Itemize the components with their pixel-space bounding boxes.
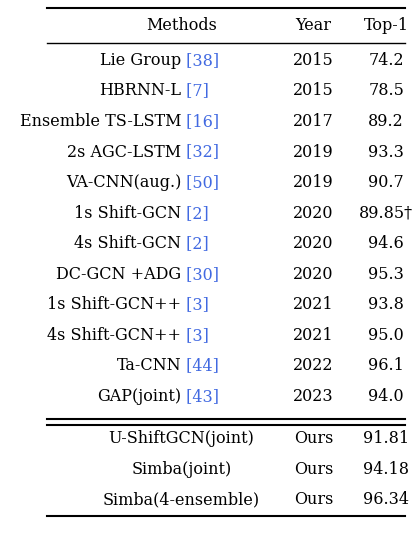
Text: Simba(4-ensemble): Simba(4-ensemble) bbox=[103, 491, 260, 508]
Text: 74.2: 74.2 bbox=[368, 52, 404, 69]
Text: Ours: Ours bbox=[294, 491, 333, 508]
Text: 96.34: 96.34 bbox=[363, 491, 409, 508]
Text: 94.0: 94.0 bbox=[368, 388, 404, 405]
Text: 96.1: 96.1 bbox=[368, 357, 404, 374]
Text: [2]: [2] bbox=[181, 235, 209, 252]
Text: Top-1: Top-1 bbox=[364, 17, 409, 34]
Text: [2]: [2] bbox=[181, 205, 209, 222]
Text: 1s Shift-GCN++: 1s Shift-GCN++ bbox=[47, 296, 181, 313]
Text: 89.2: 89.2 bbox=[368, 113, 404, 130]
Text: 4s Shift-GCN: 4s Shift-GCN bbox=[74, 235, 181, 252]
Text: 95.3: 95.3 bbox=[368, 266, 404, 282]
Text: 89.85†: 89.85† bbox=[359, 205, 413, 222]
Text: 2019: 2019 bbox=[293, 144, 334, 161]
Text: Year: Year bbox=[296, 17, 331, 34]
Text: GAP(joint): GAP(joint) bbox=[97, 388, 181, 405]
Text: 2017: 2017 bbox=[293, 113, 334, 130]
Text: 2s AGC-LSTM: 2s AGC-LSTM bbox=[67, 144, 181, 161]
Text: [30]: [30] bbox=[181, 266, 219, 282]
Text: 94.18: 94.18 bbox=[363, 461, 409, 477]
Text: U-ShiftGCN(joint): U-ShiftGCN(joint) bbox=[108, 430, 254, 447]
Text: 4s Shift-GCN++: 4s Shift-GCN++ bbox=[47, 327, 181, 344]
Text: DC-GCN +ADG: DC-GCN +ADG bbox=[56, 266, 181, 282]
Text: 1s Shift-GCN: 1s Shift-GCN bbox=[74, 205, 181, 222]
Text: Simba(joint): Simba(joint) bbox=[131, 461, 232, 477]
Text: 2020: 2020 bbox=[293, 235, 334, 252]
Text: [32]: [32] bbox=[181, 144, 219, 161]
Text: 2023: 2023 bbox=[293, 388, 334, 405]
Text: [38]: [38] bbox=[181, 52, 219, 69]
Text: 94.6: 94.6 bbox=[368, 235, 404, 252]
Text: [16]: [16] bbox=[181, 113, 219, 130]
Text: [44]: [44] bbox=[181, 357, 219, 374]
Text: 2020: 2020 bbox=[293, 205, 334, 222]
Text: Lie Group: Lie Group bbox=[100, 52, 181, 69]
Text: 93.8: 93.8 bbox=[368, 296, 404, 313]
Text: 2019: 2019 bbox=[293, 174, 334, 191]
Text: Ta-CNN: Ta-CNN bbox=[117, 357, 181, 374]
Text: 2021: 2021 bbox=[293, 327, 334, 344]
Text: Ensemble TS-LSTM: Ensemble TS-LSTM bbox=[20, 113, 181, 130]
Text: 2015: 2015 bbox=[293, 82, 334, 99]
Text: 2015: 2015 bbox=[293, 52, 334, 69]
Text: 90.7: 90.7 bbox=[368, 174, 404, 191]
Text: [3]: [3] bbox=[181, 296, 209, 313]
Text: 78.5: 78.5 bbox=[368, 82, 404, 99]
Text: 2022: 2022 bbox=[293, 357, 334, 374]
Text: 2020: 2020 bbox=[293, 266, 334, 282]
Text: [50]: [50] bbox=[181, 174, 219, 191]
Text: HBRNN-L: HBRNN-L bbox=[99, 82, 181, 99]
Text: 91.81: 91.81 bbox=[363, 430, 409, 447]
Text: Ours: Ours bbox=[294, 430, 333, 447]
Text: VA-CNN(aug.): VA-CNN(aug.) bbox=[66, 174, 181, 191]
Text: 2021: 2021 bbox=[293, 296, 334, 313]
Text: 95.0: 95.0 bbox=[368, 327, 404, 344]
Text: 93.3: 93.3 bbox=[368, 144, 404, 161]
Text: [43]: [43] bbox=[181, 388, 219, 405]
Text: [7]: [7] bbox=[181, 82, 209, 99]
Text: Methods: Methods bbox=[146, 17, 217, 34]
Text: Ours: Ours bbox=[294, 461, 333, 477]
Text: [3]: [3] bbox=[181, 327, 209, 344]
